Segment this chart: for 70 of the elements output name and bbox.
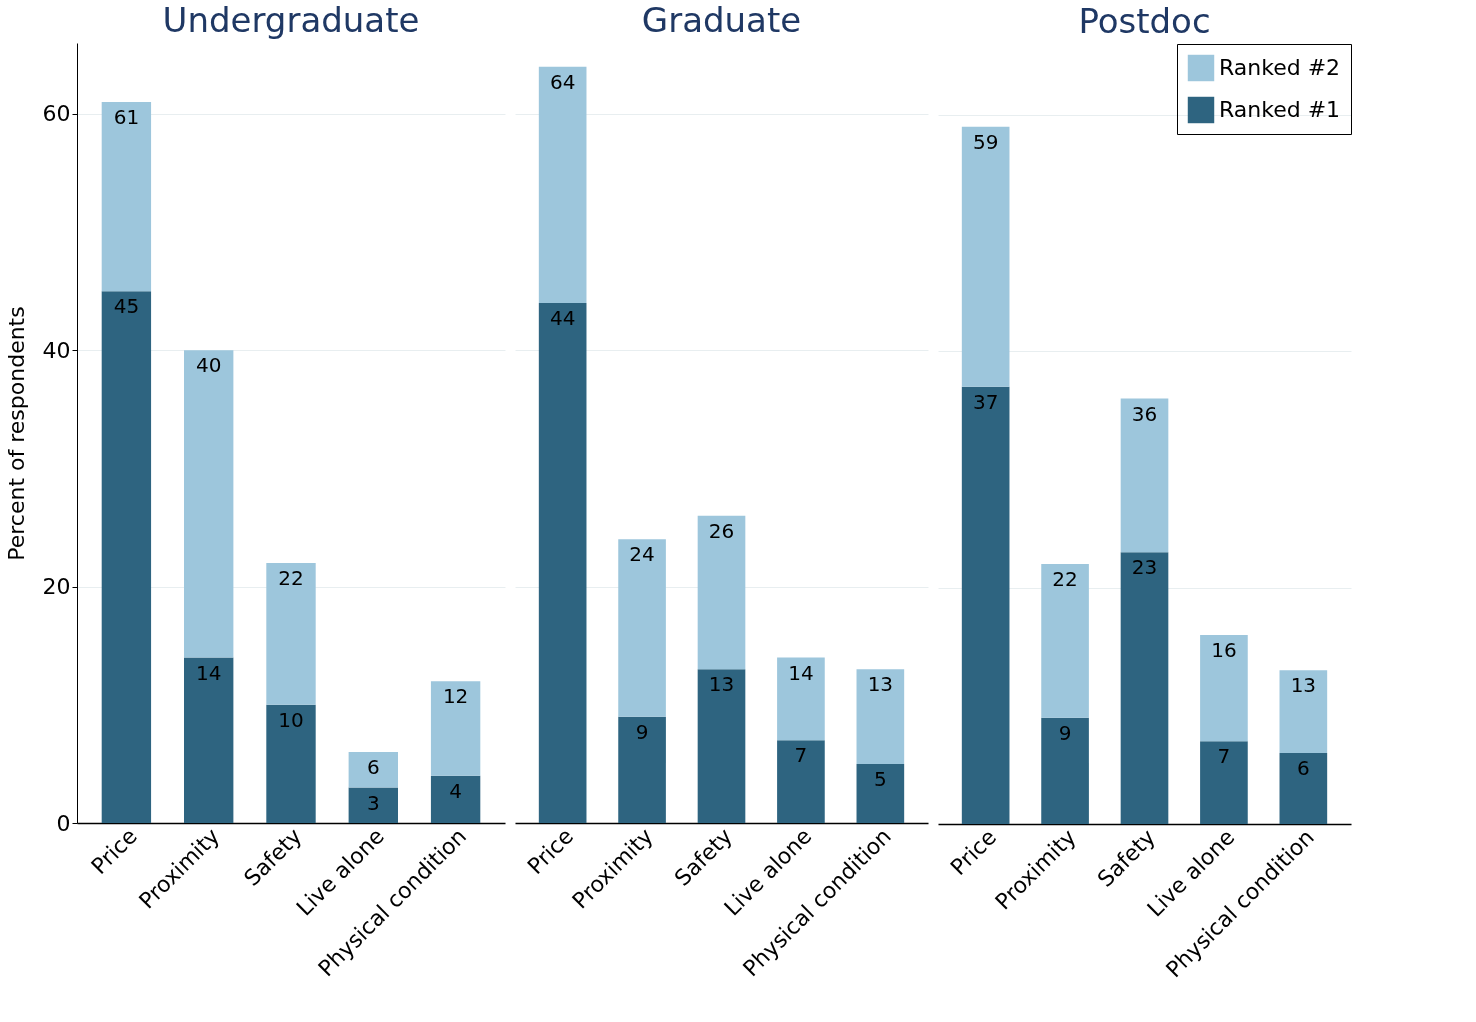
data-label: 45 xyxy=(113,294,140,319)
total-label: 12 xyxy=(442,684,469,709)
bar xyxy=(101,291,152,823)
bar xyxy=(961,386,1010,824)
total-label: 14 xyxy=(788,660,814,685)
y-tick-label: 40 xyxy=(42,337,71,363)
bar xyxy=(184,350,234,658)
bar xyxy=(538,303,587,823)
bar xyxy=(777,740,825,823)
data-label: 7 xyxy=(1217,744,1231,769)
total-label: 26 xyxy=(708,518,735,543)
bar xyxy=(266,704,316,823)
bar xyxy=(1120,552,1169,824)
chart-title: Postdoc xyxy=(1078,0,1211,41)
bar xyxy=(856,669,905,764)
total-label: 22 xyxy=(278,566,304,590)
bar xyxy=(538,66,587,303)
bar xyxy=(430,681,481,776)
data-label: 14 xyxy=(195,660,222,685)
y-tick-label: 20 xyxy=(42,574,71,600)
y-tick-label: 60 xyxy=(42,101,71,127)
y-axis-title: Percent of respondents xyxy=(3,306,29,561)
chart-title: Undergraduate xyxy=(162,0,420,40)
total-label: 6 xyxy=(366,755,380,780)
bar xyxy=(697,669,746,823)
total-label: 24 xyxy=(629,542,655,567)
data-label: 10 xyxy=(278,707,304,732)
bar xyxy=(101,102,152,292)
bar xyxy=(184,657,234,823)
bar xyxy=(697,515,746,670)
bar xyxy=(1279,753,1328,824)
total-label: 36 xyxy=(1131,401,1158,426)
data-label: 7 xyxy=(794,743,808,768)
bar xyxy=(618,716,666,823)
bar xyxy=(1120,398,1169,553)
y-tick-label: 0 xyxy=(56,810,71,836)
data-label: 9 xyxy=(1058,720,1072,745)
data-label: 37 xyxy=(972,389,999,414)
data-label: 9 xyxy=(635,719,649,744)
bar xyxy=(1041,717,1089,824)
bar xyxy=(961,126,1010,387)
total-label: 16 xyxy=(1211,637,1237,662)
total-label: 64 xyxy=(549,69,576,94)
bar xyxy=(266,563,316,705)
data-label: 23 xyxy=(1131,555,1158,580)
bar xyxy=(1279,670,1328,754)
total-label: 22 xyxy=(1052,567,1078,591)
total-label: 13 xyxy=(1290,673,1317,698)
bar xyxy=(430,775,481,823)
data-label: 44 xyxy=(549,306,576,330)
data-label: 6 xyxy=(1296,756,1310,781)
bar xyxy=(348,787,398,823)
data-label: 5 xyxy=(873,766,887,791)
chart-title: Graduate xyxy=(641,0,802,40)
data-label: 4 xyxy=(449,778,462,803)
data-label: 3 xyxy=(366,790,380,815)
total-label: 61 xyxy=(113,105,140,130)
total-label: 59 xyxy=(972,129,999,154)
total-label: 40 xyxy=(195,353,222,378)
bar xyxy=(856,763,905,823)
bar xyxy=(618,539,666,717)
bar xyxy=(1200,634,1248,742)
bar xyxy=(777,657,825,741)
bar xyxy=(1200,741,1248,824)
legend-label: Ranked #2 xyxy=(1219,55,1341,80)
bar xyxy=(1041,564,1089,718)
total-label: 13 xyxy=(867,672,894,697)
bar xyxy=(348,752,398,788)
legend-label: Ranked #1 xyxy=(1219,97,1341,122)
data-label: 13 xyxy=(708,672,735,697)
